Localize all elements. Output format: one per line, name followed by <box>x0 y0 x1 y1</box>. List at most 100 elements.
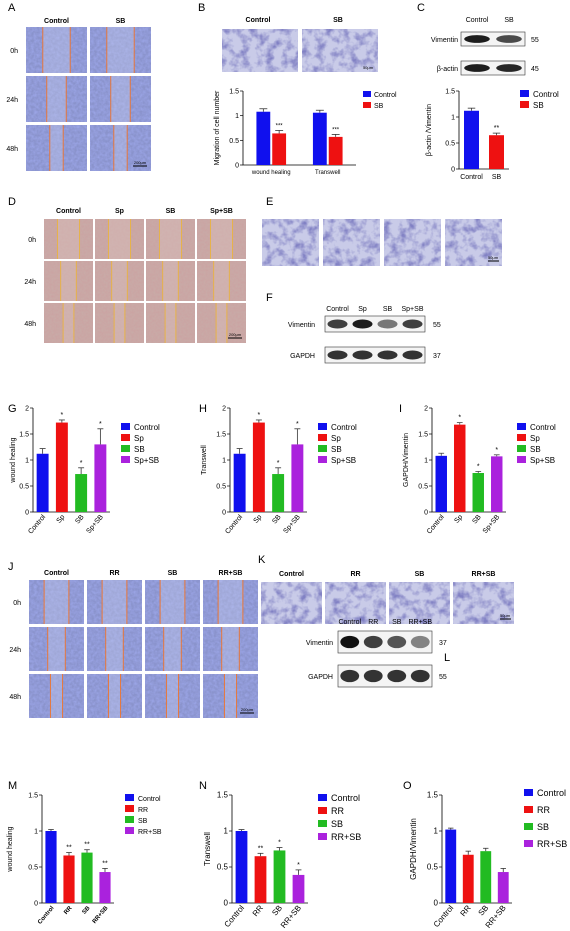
legend-swatch <box>524 823 533 830</box>
bar-SB <box>273 850 286 903</box>
row-label-D-2: 48h <box>24 321 36 328</box>
bar-Sp+SB <box>291 444 304 512</box>
lane-label-L-2: SB <box>392 619 402 626</box>
scratch-texture-D <box>44 219 93 259</box>
scratch-texture-J <box>203 580 258 624</box>
bar-Sp <box>55 422 68 512</box>
col-label-D-2: SB <box>166 208 176 215</box>
legend-swatch <box>125 827 134 834</box>
bar-chart-C: 0 0.5 1 1.5 β-actin /Vimentin Control ** SB Cont… <box>426 89 559 182</box>
legend-swatch <box>121 456 130 463</box>
bar-SB <box>81 852 93 903</box>
scratch-texture-A <box>90 27 151 73</box>
scratch-texture-J <box>87 674 142 718</box>
bar-RR+SB <box>99 872 111 903</box>
scratch-texture-A <box>26 27 87 73</box>
scratch-texture-J <box>203 674 258 718</box>
scratch-gap-J <box>108 674 121 718</box>
scratch-texture-D <box>95 219 144 259</box>
y-tick-label: 0.5 <box>427 863 439 872</box>
transwell-cells-B <box>302 29 378 72</box>
transwell-cells-K <box>389 582 450 624</box>
y-tick-label: 1.5 <box>445 89 455 96</box>
col-label-J-3: RR+SB <box>219 570 243 577</box>
col-label-B-0: Control <box>246 17 271 24</box>
y-tick-label: 0 <box>434 899 439 908</box>
lane-label-L-3: RR+SB <box>408 619 432 626</box>
scratch-gap-D <box>60 261 77 301</box>
bar-chart-B: 0 0.5 1 1.5 Migration of cell number *** wound… <box>214 89 397 177</box>
scratch-gap-J <box>160 580 185 624</box>
bar-RR <box>254 856 267 903</box>
panel-letter-H: H <box>199 403 207 415</box>
blot-band-C <box>464 35 490 43</box>
col-label-B-1: SB <box>333 17 343 24</box>
bar-SB <box>489 135 504 169</box>
legend-swatch <box>524 789 533 796</box>
panel-letter-B: B <box>198 2 205 14</box>
transwell-cells-E <box>445 219 502 266</box>
significance-mark: * <box>458 415 461 422</box>
panel-letter-D: D <box>8 196 16 208</box>
blot-band-L <box>410 669 430 683</box>
blot-band-L <box>340 669 360 683</box>
panel-letter-M: M <box>8 780 17 792</box>
blot-strip-F <box>324 346 426 364</box>
scratch-texture-D <box>197 219 246 259</box>
legend-swatch <box>318 445 327 452</box>
y-tick-label: 0 <box>34 901 38 908</box>
legend-label: Sp <box>331 434 341 443</box>
legend-label: SB <box>530 445 541 454</box>
y-tick-label: 0.5 <box>216 484 226 491</box>
x-tick-label: SB <box>82 905 92 916</box>
x-tick-label: Sp <box>253 514 264 525</box>
row-label-A-1: 24h <box>6 97 18 104</box>
transwell-cells-K <box>453 582 514 624</box>
bar-Control <box>445 829 457 903</box>
panel-letter-I: I <box>399 403 402 415</box>
band-name-F-0: Vimentin <box>288 322 315 329</box>
scratch-gap-A <box>49 125 64 171</box>
x-tick-label: SB <box>74 514 86 526</box>
legend-label: RR <box>537 805 550 815</box>
col-label-K-0: Control <box>279 571 304 578</box>
y-tick-label: 0 <box>451 167 455 174</box>
legend-label: SB <box>374 103 384 110</box>
scratch-gap-A <box>106 27 135 73</box>
col-label-K-1: RR <box>350 571 360 578</box>
x-tick-label: Control <box>224 513 244 535</box>
bar-RR <box>63 855 75 903</box>
scratch-gap-J <box>47 627 66 671</box>
x-tick-label: RR+SB <box>92 905 110 925</box>
legend-swatch <box>520 90 529 97</box>
y-tick-label: 0.5 <box>19 484 29 491</box>
scratch-gap-A <box>46 76 67 122</box>
scratch-texture-J <box>87 580 142 624</box>
y-tick-label: 1.5 <box>216 432 226 439</box>
scratch-gap-D <box>210 219 233 259</box>
scale-bar-label: 50μm <box>488 255 499 260</box>
legend-label: Control <box>530 423 556 432</box>
y-tick-label: 0.5 <box>229 138 239 145</box>
lane-label-C-0: Control <box>466 17 489 24</box>
band-name-C-1: β-actin <box>437 66 458 73</box>
scratch-gap-D <box>111 261 128 301</box>
bar-RR <box>462 854 474 903</box>
scratch-texture-D <box>197 261 246 301</box>
x-tick-label: RR <box>458 903 472 918</box>
bar-SB <box>75 474 88 512</box>
band-kda-C-1: 45 <box>531 66 539 73</box>
blot-band-L <box>410 635 430 649</box>
legend-swatch <box>517 434 526 441</box>
panel-letter-N: N <box>199 780 207 792</box>
y-tick-label: 1.5 <box>28 793 38 800</box>
blot-band-L <box>363 669 383 683</box>
legend-label: RR+SB <box>138 829 162 836</box>
y-axis-label: GAPDH/Vimentin <box>403 433 410 487</box>
col-label-J-0: Control <box>44 570 69 577</box>
y-tick-label: 1 <box>25 458 29 465</box>
legend-swatch <box>318 820 327 827</box>
bar-Control <box>233 453 246 512</box>
